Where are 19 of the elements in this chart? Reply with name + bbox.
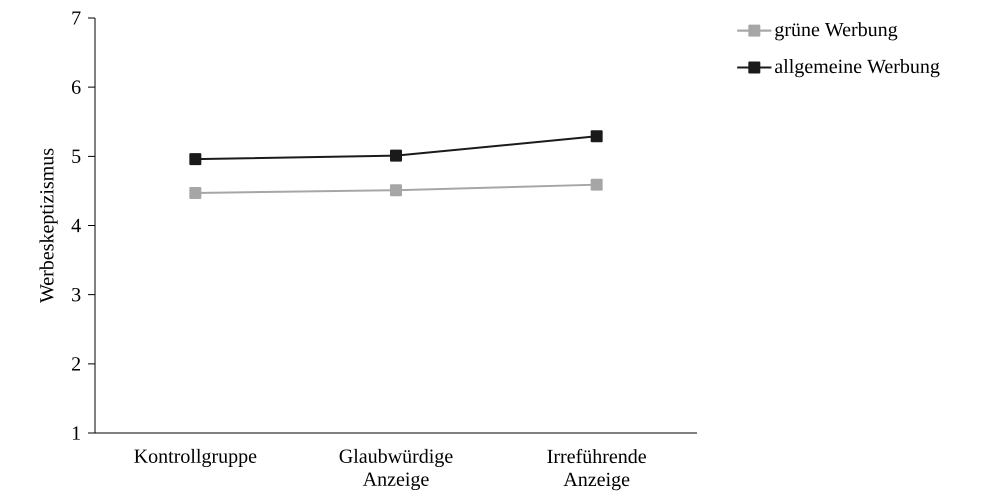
y-tick-label: 5 [72,150,80,163]
x-tick-label: Kontrollgruppe [134,448,256,468]
y-tick-label: 2 [72,357,80,370]
point [390,150,402,162]
point [390,184,402,196]
legend-label: allgemeine Werbung [775,59,940,78]
point [189,186,202,199]
point [590,130,603,142]
y-tick-label: 3 [72,288,80,302]
y-tick-label: 4 [72,218,81,232]
point [590,178,603,191]
y-tick-label: 7 [72,11,81,25]
legend-label: grüne Werbung [775,22,898,40]
y-tick-label: 6 [72,80,81,94]
x-tick-label: Irreführende Anzeige [547,448,646,490]
point [189,153,202,166]
y-tick-label: 1 [72,426,80,440]
y-axis-title: Werbeskeptizismus [39,148,58,303]
x-tick-label: Glaubwürdige Anzeige [340,448,453,490]
